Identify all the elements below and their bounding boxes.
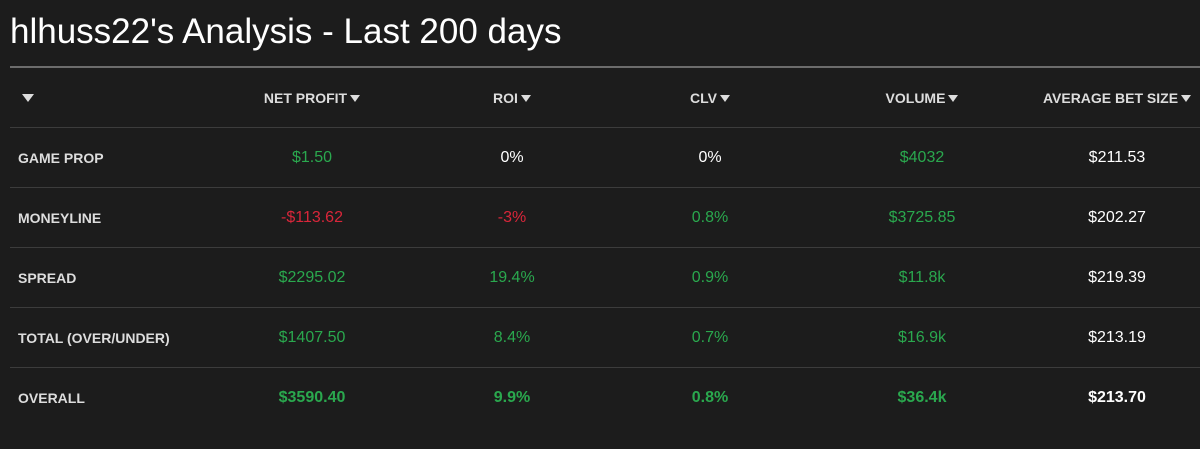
caret-down-icon[interactable] [948,94,959,102]
clv-cell: 0.8% [691,388,729,406]
table-row-total-over-under: TOTAL (OVER/UNDER) $1407.50 8.4% 0.7% $1… [10,307,1200,368]
volume-cell: $3725.85 [810,187,1034,248]
volume-cell: $16.9k [810,307,1034,368]
column-header-clv[interactable]: CLV [610,68,810,128]
row-sort-toggle[interactable] [10,68,210,128]
table-row-game-prop: GAME PROP $1.50 0% 0% $4032 $211.53 [10,127,1200,188]
caret-down-icon[interactable] [719,94,730,102]
column-header-roi[interactable]: ROI [414,68,610,128]
clv-cell: 0.8% [610,187,810,248]
column-header-label: VOLUME [885,89,946,106]
average-bet-size-cell: $202.27 [1034,187,1200,248]
volume-cell: $11.8k [810,247,1034,308]
table-row-spread: SPREAD $2295.02 19.4% 0.9% $11.8k $219.3… [10,247,1200,308]
clv-cell: 0.9% [610,247,810,308]
average-bet-size-cell: $213.70 [1088,388,1146,406]
caret-down-icon[interactable] [520,94,531,102]
clv-cell: 0% [610,127,810,188]
net-profit-cell: $2295.02 [210,247,414,308]
column-header-average-bet-size[interactable]: AVERAGE BET SIZE [1034,68,1200,128]
roi-cell: 9.9% [493,388,531,406]
table-row-moneyline: MONEYLINE -$113.62 -3% 0.8% $3725.85 $20… [10,187,1200,248]
caret-down-icon[interactable] [350,94,361,102]
volume-cell: $4032 [810,127,1034,188]
page-title: hlhuss22's Analysis - Last 200 days [10,12,562,51]
roi-cell: 0% [414,127,610,188]
column-header-label: CLV [690,89,717,106]
row-label: OVERALL [18,389,85,406]
table-row-overall: OVERALL $3590.40 9.9% 0.8% $36.4k $213.7… [10,368,1200,428]
title-divider [10,66,1200,68]
row-label: MONEYLINE [10,187,210,248]
roi-cell: 19.4% [414,247,610,308]
column-header-label: NET PROFIT [263,89,348,106]
clv-cell: 0.7% [610,307,810,368]
row-label: TOTAL (OVER/UNDER) [10,307,210,368]
column-header-label: AVERAGE BET SIZE [1042,89,1179,106]
average-bet-size-cell: $213.19 [1034,307,1200,368]
roi-cell: 8.4% [414,307,610,368]
volume-cell: $36.4k [897,388,947,406]
column-header-volume[interactable]: VOLUME [810,68,1034,128]
average-bet-size-cell: $211.53 [1034,127,1200,188]
net-profit-cell: $3590.40 [278,388,346,406]
average-bet-size-cell: $219.39 [1034,247,1200,308]
table-header-row: NET PROFIT ROI CLV VOLUME AVERAGE BET SI… [10,68,1200,128]
row-label: GAME PROP [10,127,210,188]
row-label: SPREAD [10,247,210,308]
column-header-net-profit[interactable]: NET PROFIT [210,68,414,128]
caret-down-icon[interactable] [22,93,34,102]
column-header-label: ROI [493,89,518,106]
roi-cell: -3% [414,187,610,248]
analysis-table: NET PROFIT ROI CLV VOLUME AVERAGE BET SI… [10,68,1200,427]
net-profit-cell: $1407.50 [210,307,414,368]
net-profit-cell: $1.50 [210,127,414,188]
caret-down-icon[interactable] [1181,94,1192,102]
net-profit-cell: -$113.62 [210,187,414,248]
